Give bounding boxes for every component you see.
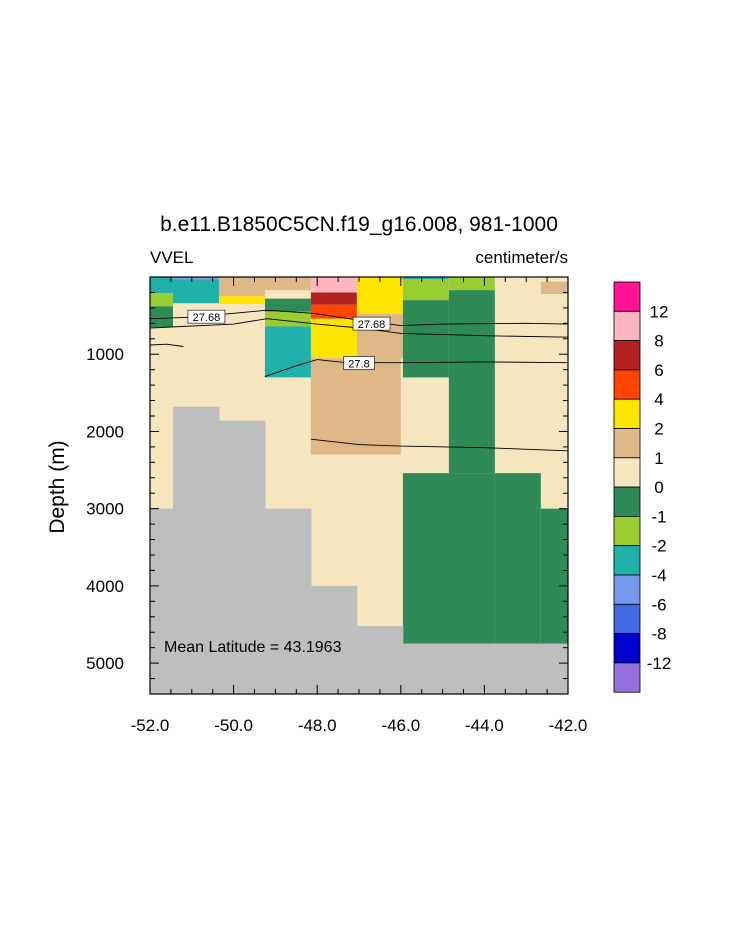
x-tick-label: -46.0 — [381, 716, 420, 735]
heatmap-cell — [150, 317, 173, 328]
land-mask — [172, 406, 220, 694]
heatmap-cell — [402, 473, 495, 644]
chart-title: b.e11.B1850C5CN.f19_g16.008, 981-1000 — [160, 213, 558, 236]
heatmap-cell — [264, 311, 311, 327]
right-string: centimeter/s — [475, 248, 568, 267]
colorbar-label: -2 — [651, 537, 666, 556]
colorbar-swatch — [613, 603, 641, 634]
x-tick-label: -44.0 — [465, 716, 504, 735]
land-mask — [540, 643, 569, 694]
y-tick-label: 3000 — [86, 500, 124, 519]
heatmap-cell — [310, 358, 401, 455]
contour-label-box — [352, 316, 391, 331]
x-tick-label: -42.0 — [549, 716, 588, 735]
heatmap-cell — [448, 290, 495, 474]
plot-area: 27.68 27.68 27.8 -52.0 -50.0 -48.0 -46.0 -44.0 -… — [86, 276, 588, 735]
colorbar-label: 1 — [654, 449, 663, 468]
y-tick-label: 2000 — [86, 422, 124, 441]
colorbar-label: -8 — [651, 625, 666, 644]
colorbar-swatch — [613, 457, 641, 488]
heatmap-cell — [150, 277, 173, 294]
land-mask — [494, 643, 542, 694]
heatmap-cell — [264, 326, 311, 378]
land-mask — [402, 643, 450, 694]
contour-label-box — [343, 356, 375, 370]
colorbar-swatch — [613, 662, 641, 693]
heatmap-cell — [172, 277, 219, 280]
heatmap-cell — [402, 300, 449, 378]
contour-label: 27.68 — [193, 312, 221, 324]
heatmap-cell — [402, 277, 449, 280]
x-tick-label: -52.0 — [131, 716, 170, 735]
y-tick-label: 4000 — [86, 577, 124, 596]
heatmap-cell — [310, 277, 357, 293]
x-tick-label: -50.0 — [214, 716, 253, 735]
y-tick-label: 5000 — [86, 654, 124, 673]
colorbar-label: 4 — [654, 390, 663, 409]
colorbar-label: -1 — [651, 507, 666, 526]
colorbar-swatch — [613, 369, 641, 400]
colorbar-swatch — [613, 516, 641, 547]
colorbar-swatch — [613, 574, 641, 605]
colorbar-swatch — [613, 486, 641, 517]
colorbar-label: -4 — [651, 566, 666, 585]
colorbar-swatch — [613, 398, 641, 429]
colorbar-label: -12 — [647, 654, 672, 673]
annotation-mean-latitude: Mean Latitude = 43.1963 — [164, 639, 342, 656]
heatmap-cell — [172, 279, 219, 304]
heatmap-cell — [540, 281, 568, 294]
heatmap-cell — [264, 277, 311, 291]
y-axis-label: Depth (m) — [46, 440, 69, 533]
colorbar-label: 12 — [650, 302, 669, 321]
heatmap-cell — [356, 277, 403, 315]
heatmap-cell — [150, 293, 173, 307]
land-mask — [310, 585, 358, 694]
colorbar-label: 2 — [654, 420, 663, 439]
land-mask — [448, 643, 496, 694]
colorbar-label: 0 — [654, 478, 663, 497]
colorbar-label: 6 — [654, 361, 663, 380]
heatmap-cell — [310, 292, 357, 305]
contour-label: 27.8 — [348, 358, 369, 370]
heatmap-cell — [310, 304, 357, 319]
heatmap-cell — [448, 277, 495, 291]
heatmap-cell — [540, 508, 568, 644]
left-string: VVEL — [150, 248, 193, 267]
colorbar-label: -6 — [651, 595, 666, 614]
colorbar-swatch — [613, 633, 641, 664]
y-tick-label: 1000 — [86, 345, 124, 364]
colorbar-swatch — [613, 545, 641, 576]
colorbar-swatch — [613, 340, 641, 371]
colorbar: 12 8 6 4 2 1 0 -1 -2 -4 -6 -8 -12 — [613, 281, 672, 693]
land-mask — [218, 420, 266, 694]
colorbar-swatch — [613, 281, 641, 312]
heatmap-cell — [218, 277, 265, 297]
heatmap-cell — [402, 279, 449, 301]
contour-line — [149, 343, 184, 347]
land-mask — [150, 508, 174, 694]
heatmap-cell — [218, 296, 265, 305]
contour-line — [149, 318, 569, 338]
x-tick-label: -48.0 — [298, 716, 337, 735]
contour-label-box — [187, 309, 226, 324]
heatmap-cell — [494, 473, 541, 644]
land-mask — [264, 508, 312, 694]
colorbar-swatch — [613, 428, 641, 459]
contour-label: 27.68 — [358, 319, 386, 331]
land-mask — [356, 626, 404, 694]
contour-line — [310, 438, 569, 452]
colorbar-swatch — [613, 310, 641, 341]
colorbar-label: 8 — [654, 332, 663, 351]
heatmap-cell — [264, 298, 311, 312]
heatmap-cell — [150, 306, 173, 318]
